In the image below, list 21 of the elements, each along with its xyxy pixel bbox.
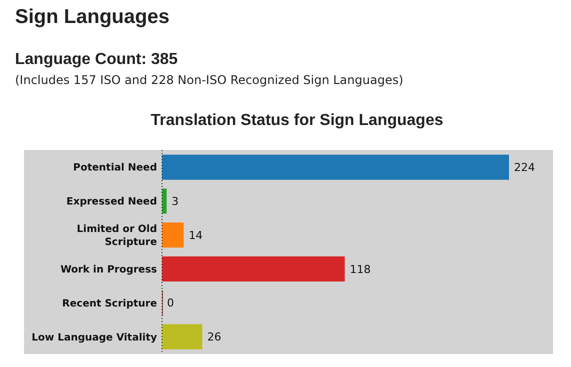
bar: [162, 256, 345, 282]
data-label: 0: [167, 296, 174, 310]
data-label: 118: [350, 262, 371, 276]
data-label: 224: [514, 161, 535, 174]
y-tick-label: Expressed Need: [66, 196, 157, 208]
bar: [162, 222, 184, 248]
y-tick-label: Work in Progress: [60, 264, 158, 276]
text: Language Count: 385: [15, 51, 178, 68]
data-label: 3: [172, 194, 179, 208]
bar: [162, 324, 202, 350]
bar: [162, 188, 167, 214]
y-tick-label: Limited or Old Scripture: [76, 224, 158, 248]
data-label: 14: [188, 228, 203, 242]
y-tick-label: Recent Scripture: [62, 298, 158, 310]
bar: [162, 154, 509, 180]
y-tick-label: Potential Need: [73, 162, 157, 174]
y-tick-label: Low Language Vitality: [32, 332, 158, 344]
text: Sign Languages: [15, 6, 170, 28]
text: (Includes 157 ISO and 228 Non-ISO Recognized Sign Languages): [15, 73, 404, 87]
chart-title: Translation Status for Sign Languages: [150, 112, 444, 129]
data-label: 26: [207, 330, 222, 344]
